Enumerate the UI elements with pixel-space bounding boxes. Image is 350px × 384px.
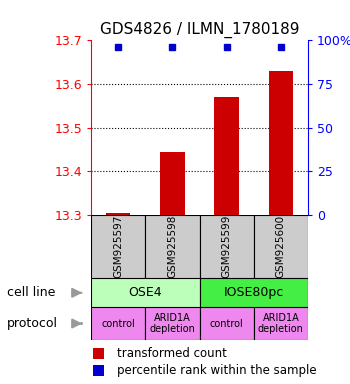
Text: percentile rank within the sample: percentile rank within the sample [117,364,317,377]
Bar [91,278,200,307]
Bar [160,152,184,215]
Bar [199,307,254,340]
Bar [91,307,145,340]
Text: GSM925597: GSM925597 [113,215,123,278]
Bar [91,215,145,278]
Bar [145,215,200,278]
Bar [254,215,308,278]
Text: GSM925600: GSM925600 [276,215,286,278]
Text: protocol: protocol [7,317,58,330]
Bar [215,97,239,215]
Bar [93,365,104,376]
Text: OSE4: OSE4 [128,286,162,299]
Text: ARID1A
depletion: ARID1A depletion [258,313,304,334]
Text: GSM925598: GSM925598 [167,215,177,278]
Text: control: control [210,318,244,329]
Bar [145,307,200,340]
Text: transformed count: transformed count [117,347,227,360]
Bar [269,71,293,215]
Bar [199,215,254,278]
Bar [199,278,308,307]
Bar [93,348,104,359]
Bar [254,307,308,340]
Text: GSM925599: GSM925599 [222,215,232,278]
Text: cell line: cell line [7,286,55,299]
Text: ARID1A
depletion: ARID1A depletion [149,313,195,334]
Text: IOSE80pc: IOSE80pc [224,286,284,299]
Title: GDS4826 / ILMN_1780189: GDS4826 / ILMN_1780189 [100,22,299,38]
Bar [106,213,130,215]
Text: control: control [101,318,135,329]
